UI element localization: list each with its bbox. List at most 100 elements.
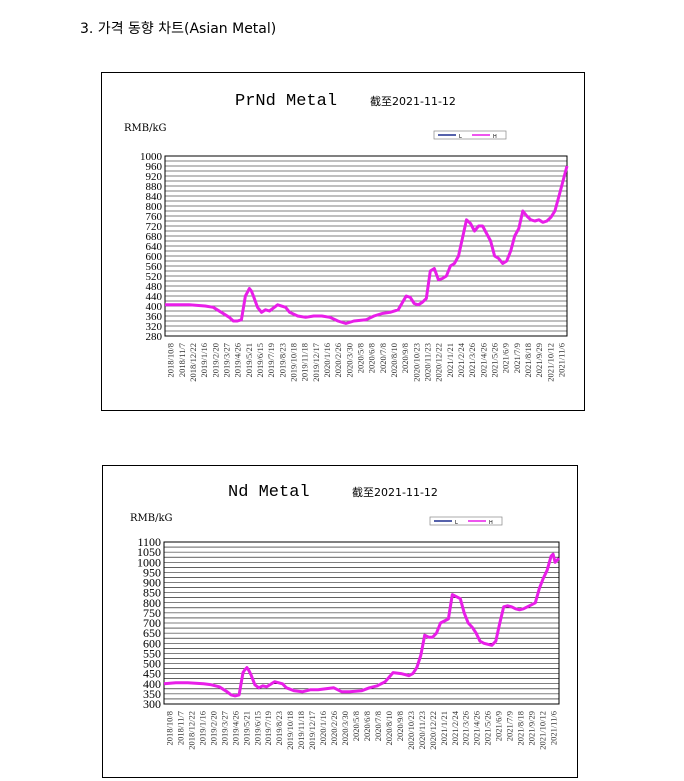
y-tick-label: 1100: [137, 535, 161, 549]
x-tick-label: 2019/5/21: [244, 343, 254, 377]
x-tick-label: 2020/10/23: [411, 343, 421, 382]
y-tick-label: 550: [143, 646, 161, 660]
y-tick-label: 320: [146, 321, 163, 333]
y-tick-label: 750: [143, 606, 161, 620]
x-tick-label: 2021/9/29: [527, 711, 537, 745]
x-tick-label: 2021/2/24: [456, 342, 466, 377]
y-tick-label: 1050: [137, 545, 161, 559]
y-tick-label: 450: [143, 667, 161, 681]
x-tick-label: 2021/3/26: [461, 711, 471, 745]
x-tick-label: 2019/7/19: [263, 711, 273, 745]
x-tick-label: 2019/8/23: [277, 343, 287, 377]
y-tick-label: 880: [146, 181, 163, 193]
x-tick-label: 2021/10/12: [538, 711, 548, 750]
y-tick-label: 700: [143, 616, 161, 630]
y-tick-label: 300: [143, 697, 161, 711]
y-tick-label: 920: [146, 171, 163, 183]
nd-metal-chart-svg: Nd Metal 截至2021-11-12 RMB/kG L H 300350400450…: [130, 483, 561, 750]
x-tick-label: 2020/2/26: [329, 711, 339, 745]
y-tick-label: 600: [146, 251, 163, 263]
x-tick-label: 2018/11/7: [177, 343, 187, 377]
y-tick-label: 850: [143, 586, 161, 600]
y-tick-label: 280: [146, 331, 163, 343]
x-tick-label: 2020/12/22: [428, 711, 438, 750]
x-tick-label: 2021/4/26: [472, 711, 482, 745]
x-tick-label: 2021/7/9: [505, 711, 515, 741]
y-tick-label: 1000: [137, 555, 161, 569]
y-tick-label: 950: [143, 565, 161, 579]
y-tick-label: 560: [146, 261, 163, 273]
x-tick-label: 2021/5/26: [489, 343, 499, 377]
x-tick-label: 2020/9/8: [400, 343, 410, 373]
section-heading: 3. 가격 동향 차트(Asian Metal): [80, 21, 277, 37]
chart-title: PrNd Metal: [235, 92, 337, 111]
x-tick-label: 2020/10/23: [406, 711, 416, 750]
y-tick-label: 800: [146, 201, 163, 213]
x-tick-label: 2021/11/6: [549, 711, 559, 745]
chart-date-note: 截至2021-11-12: [352, 485, 438, 499]
y-tick-label: 900: [143, 576, 161, 590]
x-tick-label: 2021/11/6: [556, 343, 566, 377]
x-tick-label: 2018/12/22: [186, 711, 196, 750]
legend-label-h: H: [489, 520, 493, 526]
x-tick-label: 2020/3/30: [340, 711, 350, 745]
chart-title: Nd Metal: [228, 483, 310, 502]
x-tick-label: 2021/1/21: [439, 711, 449, 745]
x-tick-label: 2019/11/18: [300, 343, 310, 381]
x-tick-label: 2019/3/27: [221, 343, 231, 377]
x-tick-label: 2019/5/21: [241, 711, 251, 745]
y-tick-label: 480: [146, 281, 163, 293]
x-tick-label: 2019/10/18: [288, 343, 298, 382]
x-tick-label: 2020/7/8: [378, 343, 388, 373]
x-tick-label: 2019/6/15: [252, 711, 262, 745]
x-tick-label: 2019/3/27: [219, 711, 229, 745]
x-tick-label: 2019/8/23: [274, 711, 284, 745]
x-tick-label: 2020/5/8: [351, 711, 361, 741]
legend-label-l: L: [455, 520, 458, 526]
y-tick-label: 640: [146, 241, 163, 253]
y-tick-label: 400: [146, 301, 163, 313]
y-axis-label: RMB/kG: [124, 123, 167, 134]
x-tick-label: 2020/9/8: [395, 711, 405, 741]
y-tick-label: 440: [146, 291, 163, 303]
x-tick-label: 2018/10/8: [166, 343, 176, 377]
x-tick-label: 2020/1/16: [318, 711, 328, 745]
x-tick-label: 2019/1/16: [197, 711, 207, 745]
x-tick-label: 2021/4/26: [478, 343, 488, 377]
y-tick-label: 500: [143, 657, 161, 671]
x-tick-label: 2019/11/18: [296, 711, 306, 749]
x-tick-label: 2020/6/8: [362, 711, 372, 741]
x-tick-label: 2019/6/15: [255, 343, 265, 377]
legend-box: [429, 516, 503, 526]
x-tick-label: 2019/2/20: [210, 343, 220, 377]
x-tick-label: 2018/12/22: [188, 343, 198, 382]
y-tick-label: 800: [143, 596, 161, 610]
x-tick-label: 2021/6/9: [501, 343, 511, 373]
x-tick-label: 2019/7/19: [266, 343, 276, 377]
x-tick-label: 2019/2/20: [208, 711, 218, 745]
y-tick-label: 360: [146, 311, 163, 323]
x-tick-label: 2019/4/26: [233, 343, 243, 377]
x-tick-label: 2020/7/8: [373, 711, 383, 741]
x-tick-label: 2019/12/17: [307, 711, 317, 750]
x-tick-label: 2020/8/10: [389, 343, 399, 377]
chart-date-note: 截至2021-11-12: [370, 94, 456, 108]
x-tick-label: 2020/11/23: [422, 343, 432, 381]
x-tick-label: 2020/1/16: [322, 343, 332, 377]
y-axis-label: RMB/kG: [130, 513, 173, 524]
y-tick-label: 520: [146, 271, 163, 283]
x-tick-label: 2021/10/12: [545, 343, 555, 382]
x-tick-label: 2018/10/8: [164, 711, 174, 745]
x-tick-label: 2020/2/26: [333, 343, 343, 377]
series-line-high: [163, 552, 561, 698]
legend-label-l: L: [459, 134, 462, 140]
x-tick-label: 2020/3/30: [344, 343, 354, 377]
y-tick-label: 650: [143, 626, 161, 640]
x-tick-label: 2021/8/18: [516, 711, 526, 745]
x-tick-label: 2021/7/9: [512, 343, 522, 373]
prnd-metal-chart: PrNd Metal 截至2021-11-12 RMB/kG L H 280 320 360 4…: [101, 72, 585, 411]
y-tick-label: 1000: [140, 151, 163, 163]
x-tick-label: 2020/6/8: [367, 343, 377, 373]
x-tick-label: 2020/12/22: [434, 343, 444, 382]
